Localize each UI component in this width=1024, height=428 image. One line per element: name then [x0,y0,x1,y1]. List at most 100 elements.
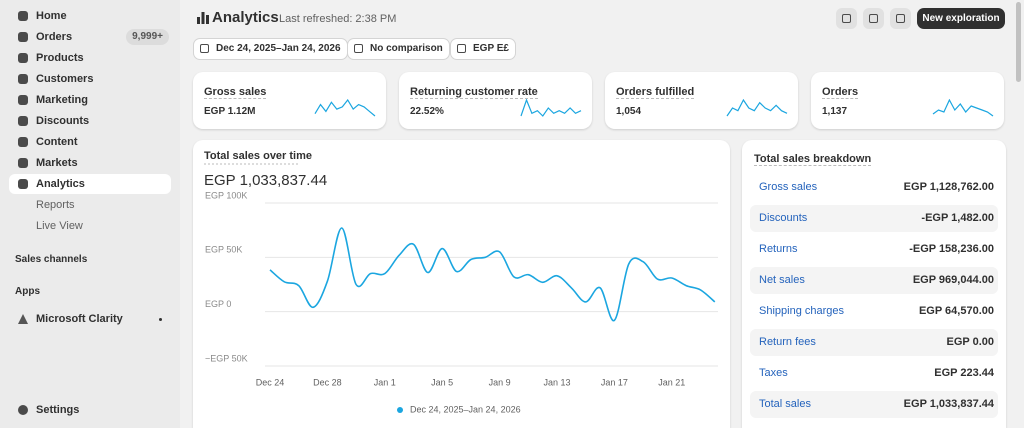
x-tick-label: Jan 5 [431,377,453,387]
breakdown-row: Net sales EGP 969,044.00 [750,267,998,294]
breakdown-label[interactable]: Total sales [759,398,811,410]
page-title: Analytics [212,9,279,26]
nav-item[interactable]: Orders 9,999+ [9,27,171,47]
app-label: Microsoft Clarity [36,313,123,325]
breakdown-label[interactable]: Gross sales [759,181,818,193]
chart-subtitle: EGP 1,033,837.44 [204,172,327,189]
breakdown-value: -EGP 158,236.00 [909,243,994,255]
legend-label: Dec 24, 2025–Jan 24, 2026 [410,404,521,414]
y-tick-label: EGP 100K [205,190,247,200]
x-tick-label: Dec 28 [313,377,342,387]
nav-item[interactable]: Content [9,132,171,152]
y-tick-label: −EGP 50K [205,353,248,363]
metric-card[interactable]: Orders 1,137 [811,72,1004,129]
breakdown-value: EGP 1,033,837.44 [903,398,994,410]
breakdown-label[interactable]: Shipping charges [759,305,845,317]
nav-label: Products [36,52,84,64]
nav-icon [18,53,28,63]
nav-badge: 9,999+ [126,29,169,45]
currency-filter[interactable]: EGP E£ [450,38,516,60]
breakdown-value: EGP 0.00 [946,336,995,348]
app-item[interactable]: Microsoft Clarity [9,309,171,329]
y-tick-label: EGP 0 [205,299,231,309]
nav-icon [18,95,28,105]
nav-label: Discounts [36,115,90,127]
y-tick-label: EGP 50K [205,245,242,255]
sparkline-line [314,99,376,117]
metric-value: 1,054 [616,106,642,117]
last-refreshed: Last refreshed: 2:38 PM [279,13,397,25]
section-heading[interactable]: Sales channels [15,254,88,265]
x-tick-label: Jan 13 [543,377,570,387]
metric-label: Gross sales [204,86,267,99]
nav-icon [18,179,28,189]
breakdown-row: Gross sales EGP 1,128,762.00 [750,174,998,201]
bars-icon [197,12,209,24]
date-filter[interactable]: Dec 24, 2025–Jan 24, 2026 [193,38,348,60]
metric-value: EGP 1.12M [204,106,256,117]
metric-value: 22.52% [410,106,444,117]
nav-icon [18,32,28,42]
metric-label: Orders [822,86,859,99]
nav-label: Analytics [36,178,85,190]
new-exploration-button[interactable]: New exploration [917,8,1005,29]
sidebar: Home Orders 9,999+ Products Customers Marketi… [0,0,180,428]
section-heading[interactable]: Apps [15,286,40,297]
breakdown-label[interactable]: Discounts [759,212,808,224]
nav-item[interactable]: Marketing [9,90,171,110]
series-line [269,227,716,322]
metric-card[interactable]: Gross sales EGP 1.12M [193,72,386,129]
x-tick-label: Jan 21 [658,377,685,387]
edit-button[interactable] [890,8,911,29]
breakdown-label[interactable]: Returns [759,243,798,255]
breakdown-card: Total sales breakdown Gross sales EGP 1,1… [742,140,1006,428]
metric-card[interactable]: Orders fulfilled 1,054 [605,72,798,129]
metric-label: Returning customer rate [410,86,538,99]
nav-label: Content [36,136,78,148]
x-tick-label: Jan 9 [489,377,511,387]
breakdown-value: EGP 1,128,762.00 [903,181,994,193]
currency-filter-text: EGP E£ [473,43,509,54]
settings-icon [18,405,28,415]
subnav-item[interactable]: Live View [36,220,83,232]
nav-icon [18,74,28,84]
nav-item[interactable]: Home [9,6,171,26]
chart-title: Total sales over time [204,150,312,162]
metric-card[interactable]: Returning customer rate 22.52% [399,72,592,129]
settings-item[interactable]: Settings [9,400,171,420]
x-tick-label: Jan 1 [374,377,396,387]
nav-label: Home [36,10,67,22]
nav-icon [18,116,28,126]
app-icon [18,314,28,324]
sparkline-line [726,99,788,117]
scrollbar[interactable] [1016,2,1021,82]
comparison-filter[interactable]: No comparison [347,38,450,60]
metric-value: 1,137 [822,106,848,117]
sales-chart-card: Total sales over time EGP 1,033,837.44 −… [193,140,730,428]
nav-icon [18,11,28,21]
breakdown-title: Total sales breakdown [754,153,872,166]
x-tick-label: Dec 24 [256,377,285,387]
breakdown-label[interactable]: Return fees [759,336,816,348]
nav-item[interactable]: Markets [9,153,171,173]
nav-label: Customers [36,73,94,85]
nav-item[interactable]: Customers [9,69,171,89]
breakdown-row: Return fees EGP 0.00 [750,329,998,356]
expand-button[interactable] [863,8,884,29]
app-dot [159,318,162,321]
breakdown-label[interactable]: Taxes [759,367,788,379]
sparkline [726,99,788,117]
breakdown-label[interactable]: Net sales [759,274,805,286]
subnav-item[interactable]: Reports [36,199,75,211]
breakdown-value: EGP 64,570.00 [918,305,994,317]
sparkline-line [932,99,994,117]
nav-item[interactable]: Discounts [9,111,171,131]
sparkline-line [520,99,582,117]
nav-label: Orders [36,31,73,43]
refresh-button[interactable] [836,8,857,29]
nav-item[interactable]: Products [9,48,171,68]
sparkline [520,99,582,117]
nav-item[interactable]: Analytics [9,174,171,194]
